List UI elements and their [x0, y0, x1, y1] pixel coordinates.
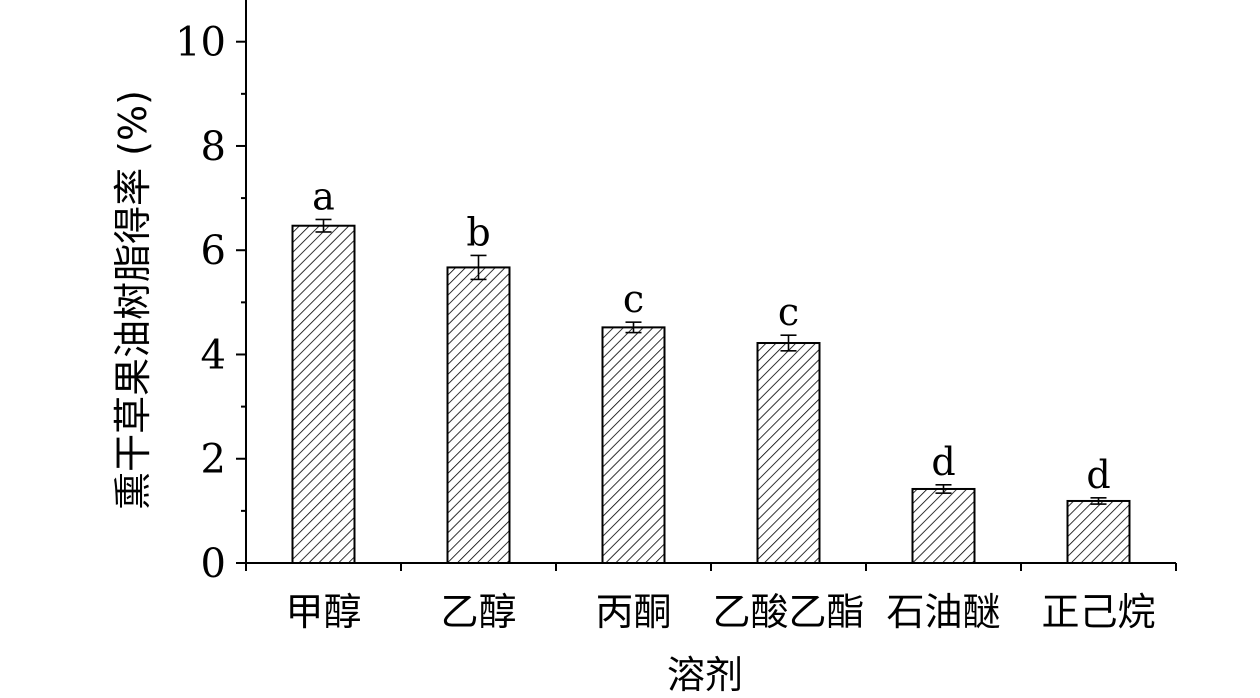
x-category-label: 乙酸乙酯: [712, 590, 864, 634]
y-tick-label: 0: [201, 541, 226, 587]
x-axis-title: 溶剂: [667, 653, 743, 697]
significance-label: d: [1086, 453, 1110, 497]
x-category-label: 石油醚: [886, 590, 1000, 634]
significance-label: c: [623, 277, 644, 321]
x-category-label: 丙酮: [595, 590, 671, 634]
y-tick-label: 4: [201, 332, 226, 378]
x-category-label: 正己烷: [1041, 590, 1155, 634]
x-category-label: 甲醇: [285, 590, 361, 634]
bar: [446, 266, 511, 564]
bar: [756, 342, 821, 564]
significance-label: d: [931, 440, 955, 484]
bar: [911, 487, 976, 564]
labels: 0 2 4 6 8 10 a 甲醇 b 乙醇 c 丙酮 c 乙酸乙酯 d 石油醚 d 正己烷: [175, 20, 1155, 634]
bar: [601, 326, 666, 565]
y-tick-label: 10: [175, 20, 226, 66]
y-tick-label: 2: [201, 437, 226, 483]
y-tick-label: 8: [201, 124, 226, 170]
significance-label: c: [778, 290, 799, 334]
bars: [291, 218, 1131, 565]
significance-label: a: [312, 174, 335, 218]
y-axis-title: 熏干草果油树脂得率 (%): [111, 90, 155, 510]
bar: [291, 224, 356, 565]
bar: [1066, 499, 1131, 564]
significance-label: b: [466, 210, 490, 254]
axes: [236, 0, 1177, 571]
y-tick-label: 6: [201, 228, 226, 274]
x-category-label: 乙醇: [440, 590, 516, 634]
